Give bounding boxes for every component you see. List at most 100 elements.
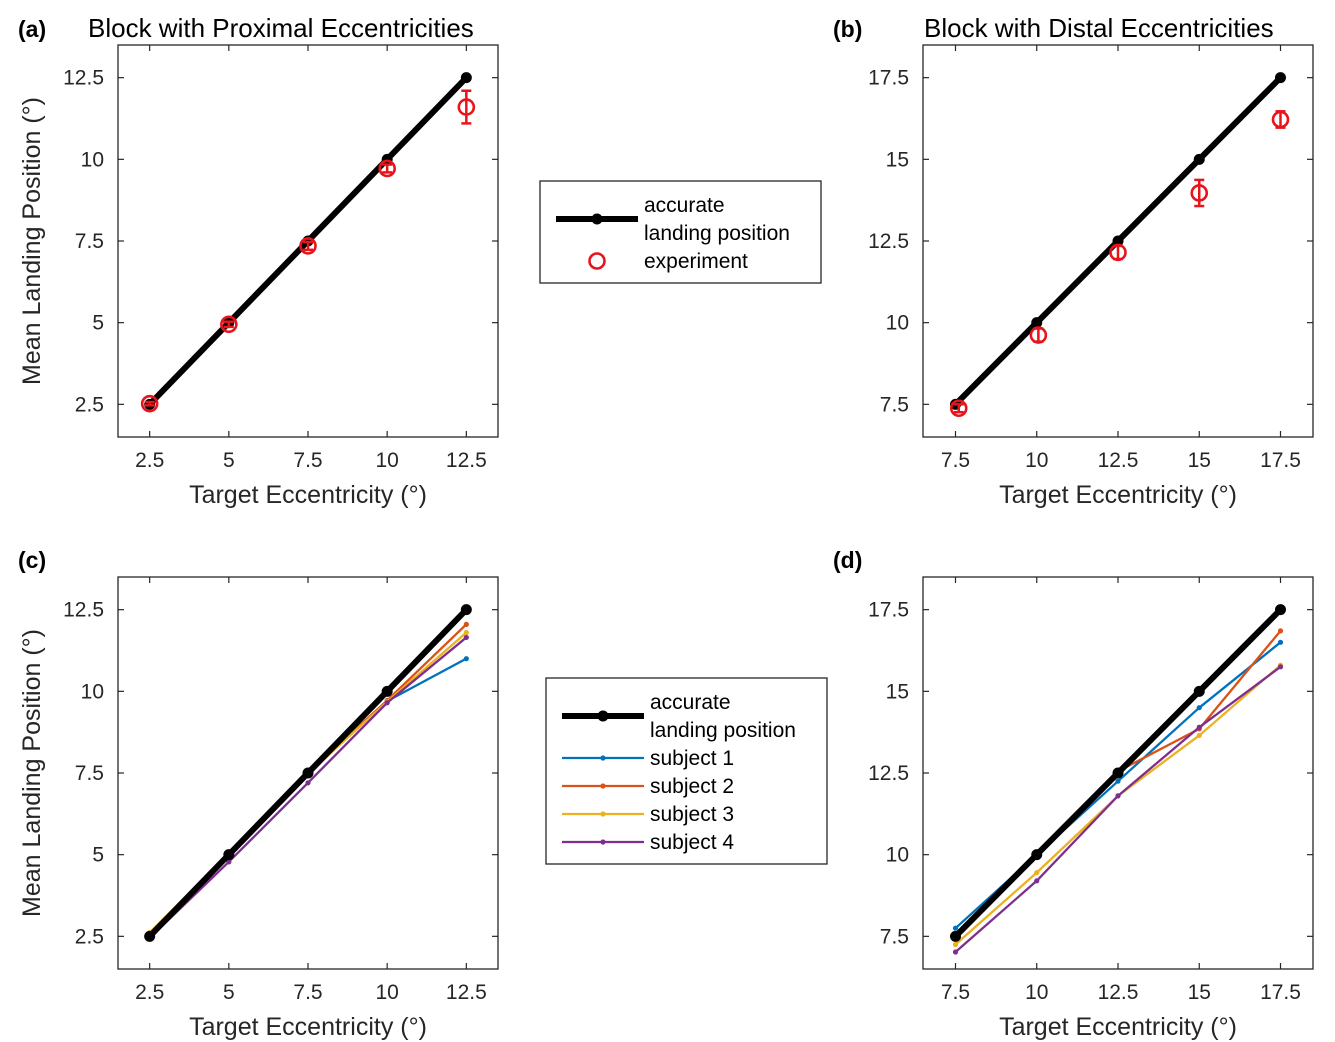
x-tick-label: 17.5 (1260, 449, 1301, 472)
y-tick-label: 12.5 (868, 230, 909, 253)
data-point (952, 949, 959, 955)
legend-label: landing position (644, 222, 790, 245)
data-point (463, 656, 469, 662)
data-point (1031, 849, 1043, 861)
data-point (460, 604, 472, 616)
panel-label: (c) (18, 547, 46, 573)
data-point (384, 700, 390, 706)
x-axis-label: Target Eccentricity (°) (999, 481, 1237, 509)
data-point (302, 767, 314, 779)
legend-top: accurate landing position experiment (539, 180, 822, 284)
x-tick-label: 10 (1025, 981, 1048, 1004)
series-experiment (140, 89, 476, 413)
data-point (1112, 235, 1124, 247)
legend-entry-subject4: subject 4 (562, 831, 734, 854)
data-point (1034, 878, 1040, 884)
legend-marker (600, 755, 606, 761)
data-point (140, 394, 159, 413)
data-point (1115, 793, 1121, 799)
panel-label: (a) (18, 16, 46, 42)
series-accurate (950, 72, 1286, 410)
data-point (1029, 326, 1048, 344)
legend-entry-accurate: accurate landing position (556, 194, 790, 245)
x-tick-label: 7.5 (941, 981, 970, 1004)
panel-label: (d) (833, 547, 862, 573)
data-point (220, 315, 238, 334)
y-tick-label: 7.5 (880, 925, 909, 948)
y-tick-label: 7.5 (75, 230, 104, 253)
x-tick-label: 7.5 (293, 981, 322, 1004)
y-tick-label: 12.5 (868, 762, 909, 785)
legend-marker (600, 811, 606, 817)
y-tick-label: 10 (81, 680, 104, 703)
panel-d: (d) 7.5 10 12.5 15 17.5 7.5 10 12.5 15 17.5 Target … (833, 547, 1314, 1041)
legend-label: subject 1 (650, 747, 734, 770)
legend-marker (597, 710, 609, 722)
legend-label: subject 4 (650, 831, 734, 854)
data-point (460, 72, 472, 84)
y-tick-label: 15 (886, 680, 909, 703)
data-point (952, 925, 959, 931)
y-tick-label: 10 (886, 312, 909, 335)
y-tick-label: 2.5 (75, 393, 104, 416)
data-point (463, 629, 469, 636)
data-point (1277, 639, 1284, 645)
data-point (1190, 184, 1209, 202)
data-point (1193, 153, 1205, 165)
data-point (226, 859, 232, 865)
data-point (1031, 317, 1043, 329)
y-axis-label: Mean Landing Position (°) (18, 97, 46, 385)
y-tick-label: 10 (81, 148, 104, 171)
data-point (381, 685, 393, 697)
data-point (144, 930, 156, 942)
y-tick-label: 17.5 (868, 67, 909, 90)
series-experiment (949, 110, 1290, 418)
legend-label: landing position (650, 719, 796, 742)
x-axis-label: Target Eccentricity (°) (999, 1013, 1237, 1041)
x-tick-label: 2.5 (135, 449, 164, 472)
data-point (1196, 705, 1202, 711)
x-axis-label: Target Eccentricity (°) (189, 481, 427, 509)
data-point (1275, 604, 1286, 616)
panel-c: (c) 2.5 5 7.5 10 12.5 2.5 5 7.5 10 12.5 Target Ecce… (18, 547, 499, 1041)
x-tick-label: 12.5 (446, 981, 487, 1004)
y-tick-label: 5 (92, 312, 104, 335)
legend-marker (591, 213, 603, 225)
data-point (1196, 724, 1202, 730)
y-tick-label: 7.5 (75, 762, 104, 785)
y-tick-label: 12.5 (63, 599, 104, 622)
y-axis-label: Mean Landing Position (°) (18, 629, 46, 917)
y-tick-label: 15 (886, 148, 909, 171)
data-point (1193, 685, 1205, 697)
data-point (305, 780, 311, 786)
legend-label: accurate (650, 691, 731, 714)
legend-box (539, 180, 822, 284)
panel-label: (b) (833, 16, 862, 42)
x-tick-label: 12.5 (446, 449, 487, 472)
legend-entry-accurate: accurate landing position (562, 691, 796, 742)
series-accurate (144, 604, 472, 942)
y-tick-label: 5 (92, 844, 104, 867)
legend-label: experiment (644, 250, 748, 273)
data-point (1275, 72, 1286, 84)
data-point (378, 159, 396, 178)
x-tick-label: 12.5 (1098, 449, 1139, 472)
data-point (1277, 628, 1284, 634)
y-tick-label: 2.5 (75, 925, 104, 948)
legend-label: subject 2 (650, 775, 734, 798)
legend-label: subject 3 (650, 803, 734, 826)
x-tick-label: 7.5 (293, 449, 322, 472)
legend-entry-subject3: subject 3 (562, 803, 734, 826)
data-point (1112, 767, 1124, 779)
panel-title: Block with Proximal Eccentricities (88, 13, 474, 43)
x-tick-label: 5 (223, 981, 235, 1004)
data-point (952, 941, 959, 948)
x-tick-label: 12.5 (1098, 981, 1139, 1004)
x-tick-label: 2.5 (135, 981, 164, 1004)
y-tick-label: 12.5 (63, 67, 104, 90)
x-tick-label: 7.5 (941, 449, 970, 472)
legend-marker (600, 839, 606, 845)
data-point (1115, 778, 1121, 784)
x-tick-label: 15 (1188, 449, 1211, 472)
